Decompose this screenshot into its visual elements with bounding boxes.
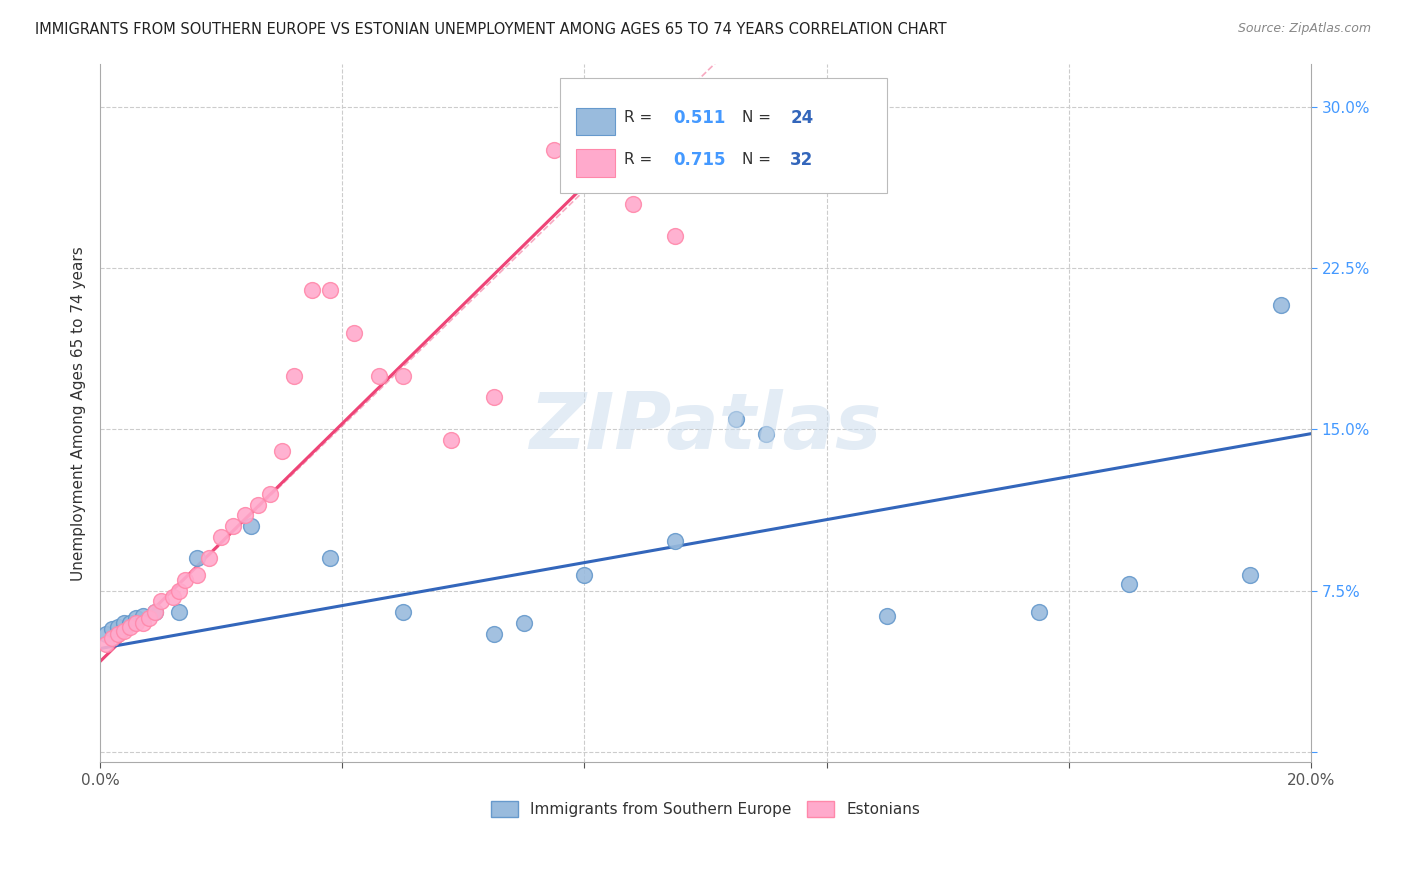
Point bbox=[259, 487, 281, 501]
Point bbox=[876, 609, 898, 624]
FancyBboxPatch shape bbox=[560, 78, 887, 194]
Text: Source: ZipAtlas.com: Source: ZipAtlas.com bbox=[1237, 22, 1371, 36]
Point bbox=[125, 615, 148, 630]
Point bbox=[319, 283, 342, 297]
Point bbox=[186, 551, 208, 566]
Point bbox=[107, 626, 129, 640]
Point bbox=[101, 622, 124, 636]
Point bbox=[198, 551, 221, 566]
Point bbox=[162, 590, 184, 604]
Point bbox=[209, 530, 232, 544]
Point bbox=[143, 605, 166, 619]
Point bbox=[301, 283, 323, 297]
Point bbox=[755, 426, 778, 441]
Point bbox=[222, 519, 245, 533]
Point bbox=[167, 605, 190, 619]
Point bbox=[343, 326, 366, 340]
Point bbox=[319, 551, 342, 566]
Point bbox=[482, 390, 505, 404]
Point bbox=[240, 519, 263, 533]
Text: 24: 24 bbox=[790, 109, 814, 127]
Point bbox=[149, 594, 172, 608]
Point bbox=[1239, 568, 1261, 582]
Point bbox=[367, 368, 389, 383]
Point bbox=[482, 626, 505, 640]
Point bbox=[1118, 577, 1140, 591]
Point bbox=[283, 368, 305, 383]
Point bbox=[120, 620, 142, 634]
Point bbox=[574, 568, 596, 582]
Point bbox=[1028, 605, 1050, 619]
Point bbox=[125, 611, 148, 625]
Point bbox=[101, 631, 124, 645]
Text: ZIPatlas: ZIPatlas bbox=[530, 389, 882, 466]
Point bbox=[167, 583, 190, 598]
FancyBboxPatch shape bbox=[576, 108, 614, 136]
Point bbox=[724, 411, 747, 425]
Point bbox=[392, 368, 415, 383]
Text: N =: N = bbox=[742, 153, 776, 167]
Point bbox=[143, 605, 166, 619]
Legend: Immigrants from Southern Europe, Estonians: Immigrants from Southern Europe, Estonia… bbox=[482, 793, 928, 824]
Text: N =: N = bbox=[742, 111, 776, 126]
Point bbox=[138, 611, 160, 625]
Point bbox=[440, 433, 463, 447]
Point bbox=[112, 615, 135, 630]
Point bbox=[131, 609, 153, 624]
Point bbox=[392, 605, 415, 619]
Point bbox=[246, 498, 269, 512]
Point bbox=[513, 615, 536, 630]
Text: 0.511: 0.511 bbox=[673, 109, 725, 127]
Point bbox=[112, 624, 135, 639]
Point bbox=[120, 615, 142, 630]
FancyBboxPatch shape bbox=[576, 150, 614, 178]
Point bbox=[1270, 298, 1292, 312]
Text: 32: 32 bbox=[790, 151, 814, 169]
Text: 0.715: 0.715 bbox=[673, 151, 725, 169]
Point bbox=[131, 615, 153, 630]
Point bbox=[664, 534, 686, 549]
Point bbox=[270, 443, 292, 458]
Point bbox=[174, 573, 197, 587]
Point bbox=[186, 568, 208, 582]
Point bbox=[543, 143, 565, 157]
Point bbox=[107, 620, 129, 634]
Text: R =: R = bbox=[624, 111, 658, 126]
Point bbox=[621, 196, 644, 211]
Point bbox=[664, 229, 686, 244]
Text: R =: R = bbox=[624, 153, 658, 167]
Y-axis label: Unemployment Among Ages 65 to 74 years: Unemployment Among Ages 65 to 74 years bbox=[72, 246, 86, 581]
Text: IMMIGRANTS FROM SOUTHERN EUROPE VS ESTONIAN UNEMPLOYMENT AMONG AGES 65 TO 74 YEA: IMMIGRANTS FROM SOUTHERN EUROPE VS ESTON… bbox=[35, 22, 946, 37]
Point bbox=[235, 508, 257, 523]
Point bbox=[96, 637, 118, 651]
Point bbox=[96, 626, 118, 640]
